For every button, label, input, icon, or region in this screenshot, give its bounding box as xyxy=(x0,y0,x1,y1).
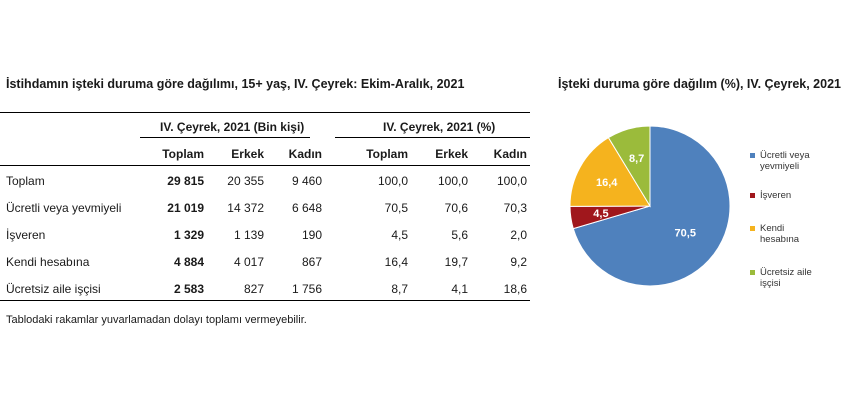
header-bottom-rule xyxy=(0,165,530,166)
table-cell: 8,7 xyxy=(391,282,408,296)
group-rule-thousands xyxy=(140,137,310,138)
table-cell: 20 355 xyxy=(227,174,264,188)
legend-swatch xyxy=(750,270,755,275)
table-cell: 1 139 xyxy=(233,228,264,242)
table-cell: 4 017 xyxy=(233,255,264,269)
employment-table: IV. Çeyrek, 2021 (Bin kişi) IV. Çeyrek, … xyxy=(0,112,530,302)
table-cell: 70,6 xyxy=(444,201,468,215)
group-rule-percent xyxy=(335,137,530,138)
table-cell: 100,0 xyxy=(496,174,527,188)
legend-swatch xyxy=(750,226,755,231)
legend-label: işçisi xyxy=(760,278,781,289)
legend-label: hesabına xyxy=(760,234,800,245)
table-cell: 1 329 xyxy=(173,228,204,242)
pie-legend: Ücretli veya yevmiyeli İşveren Kendi hesabın… xyxy=(750,150,845,289)
legend-item: Ücretli veya yevmiyeli xyxy=(750,150,845,172)
row-label: Kendi hesabına xyxy=(6,255,90,269)
table-cell: 70,5 xyxy=(384,201,408,215)
table-cell: 100,0 xyxy=(377,174,408,188)
pie-slice-label: 4,5 xyxy=(593,208,608,220)
table-bottom-rule xyxy=(0,300,530,301)
table-title: İstihdamın işteki duruma göre dağılımı, … xyxy=(6,77,465,91)
table-top-rule xyxy=(0,112,530,113)
table-cell: 4 884 xyxy=(173,255,204,269)
legend-item: Kendi hesabına xyxy=(750,223,845,245)
table-cell: 6 648 xyxy=(291,201,322,215)
legend-label: yevmiyeli xyxy=(760,161,800,172)
pie-slice xyxy=(569,136,651,207)
row-label: Ücretsiz aile işçisi xyxy=(6,282,101,296)
legend-label: Kendi xyxy=(760,223,785,234)
table-cell: 2 583 xyxy=(173,282,204,296)
table-cell: 19,7 xyxy=(444,255,468,269)
table-cell: 4,1 xyxy=(451,282,468,296)
pie-slice-label: 16,4 xyxy=(596,177,618,189)
legend-item: İşveren xyxy=(750,190,845,201)
col-header: Kadın xyxy=(493,147,527,161)
chart-title: İşteki duruma göre dağılım (%), IV. Çeyr… xyxy=(558,77,841,91)
table-cell: 1 756 xyxy=(291,282,322,296)
table-cell: 14 372 xyxy=(227,201,264,215)
pie-slice xyxy=(607,125,651,208)
row-label: Toplam xyxy=(6,174,45,188)
group-header-percent: IV. Çeyrek, 2021 (%) xyxy=(383,120,496,134)
table-cell: 867 xyxy=(301,255,322,269)
group-header-thousands: IV. Çeyrek, 2021 (Bin kişi) xyxy=(160,120,305,134)
col-header: Kadın xyxy=(288,147,322,161)
legend-label: Ücretli veya xyxy=(760,150,810,161)
table-footnote: Tablodaki rakamlar yuvarlamadan dolayı t… xyxy=(6,314,307,326)
col-header: Toplam xyxy=(366,147,408,161)
legend-label: İşveren xyxy=(760,190,792,201)
table-cell: 16,4 xyxy=(384,255,408,269)
pie-slice-label: 70,5 xyxy=(675,227,696,239)
pie-slice-label: 8,7 xyxy=(629,153,644,165)
table-cell: 9,2 xyxy=(510,255,527,269)
table-cell: 827 xyxy=(243,282,264,296)
col-header: Erkek xyxy=(231,147,264,161)
table-cell: 9 460 xyxy=(291,174,322,188)
table-cell: 21 019 xyxy=(167,201,204,215)
table-cell: 29 815 xyxy=(167,174,204,188)
pie-slice xyxy=(572,125,731,287)
legend-swatch xyxy=(750,193,755,198)
table-cell: 100,0 xyxy=(437,174,468,188)
legend-swatch xyxy=(750,153,755,158)
row-label: Ücretli veya yevmiyeli xyxy=(6,201,122,215)
table-cell: 4,5 xyxy=(391,228,408,242)
legend-item: Ücretsiz aile işçisi xyxy=(750,267,845,289)
col-header: Erkek xyxy=(435,147,468,161)
legend-label: Ücretsiz aile xyxy=(760,267,812,278)
row-label: İşveren xyxy=(6,228,46,242)
col-header: Toplam xyxy=(162,147,204,161)
pie-chart: 70,5 4,5 16,4 8,7 xyxy=(569,125,731,287)
table-cell: 70,3 xyxy=(503,201,527,215)
table-cell: 2,0 xyxy=(510,228,527,242)
table-cell: 18,6 xyxy=(503,282,527,296)
table-cell: 5,6 xyxy=(451,228,468,242)
table-cell: 190 xyxy=(301,228,322,242)
